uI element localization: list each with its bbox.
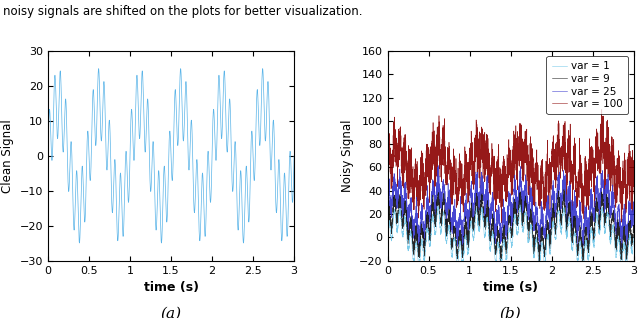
var = 1 xyxy=(426,241,434,245)
var = 25 xyxy=(384,213,392,217)
var = 100 xyxy=(598,126,606,130)
var = 25 xyxy=(630,202,637,205)
var = 1 xyxy=(630,236,637,239)
var = 25 xyxy=(625,210,633,213)
Y-axis label: Noisy Signal: Noisy Signal xyxy=(340,120,354,192)
var = 25 xyxy=(536,248,544,252)
var = 100 xyxy=(625,159,633,162)
var = 25 xyxy=(426,215,434,219)
var = 1 xyxy=(489,231,497,235)
var = 1 xyxy=(412,243,419,246)
Text: noisy signals are shifted on the plots for better visualization.: noisy signals are shifted on the plots f… xyxy=(3,5,363,18)
var = 100 xyxy=(498,221,506,225)
var = 1 xyxy=(598,205,606,209)
var = 9 xyxy=(478,196,486,200)
var = 100 xyxy=(426,160,434,164)
X-axis label: time (s): time (s) xyxy=(143,281,198,294)
var = 100 xyxy=(478,137,486,141)
Line: var = 1: var = 1 xyxy=(388,205,634,269)
var = 9 xyxy=(630,228,637,232)
var = 9 xyxy=(384,231,392,234)
var = 1 xyxy=(625,237,633,241)
var = 9 xyxy=(426,229,434,232)
var = 25 xyxy=(412,215,419,218)
var = 9 xyxy=(598,196,606,200)
Line: var = 100: var = 100 xyxy=(388,109,634,223)
var = 25 xyxy=(478,174,486,178)
var = 100 xyxy=(384,157,392,161)
var = 1 xyxy=(415,267,423,271)
Y-axis label: Clean Signal: Clean Signal xyxy=(1,119,14,193)
var = 9 xyxy=(560,188,568,191)
Line: var = 9: var = 9 xyxy=(388,190,634,263)
Text: (a): (a) xyxy=(161,307,182,318)
var = 9 xyxy=(489,212,497,216)
var = 100 xyxy=(489,157,497,161)
var = 100 xyxy=(412,157,419,161)
var = 1 xyxy=(516,203,524,207)
Text: (b): (b) xyxy=(500,307,522,318)
var = 1 xyxy=(478,210,486,214)
var = 1 xyxy=(384,235,392,239)
var = 25 xyxy=(435,163,442,167)
var = 25 xyxy=(598,169,606,172)
X-axis label: time (s): time (s) xyxy=(483,281,538,294)
Line: var = 25: var = 25 xyxy=(388,165,634,250)
var = 100 xyxy=(630,176,637,180)
var = 9 xyxy=(412,235,419,239)
Legend: var = 1, var = 9, var = 25, var = 100: var = 1, var = 9, var = 25, var = 100 xyxy=(547,56,628,114)
var = 9 xyxy=(625,226,633,230)
var = 9 xyxy=(536,261,543,265)
var = 100 xyxy=(598,107,605,111)
var = 25 xyxy=(489,194,497,197)
